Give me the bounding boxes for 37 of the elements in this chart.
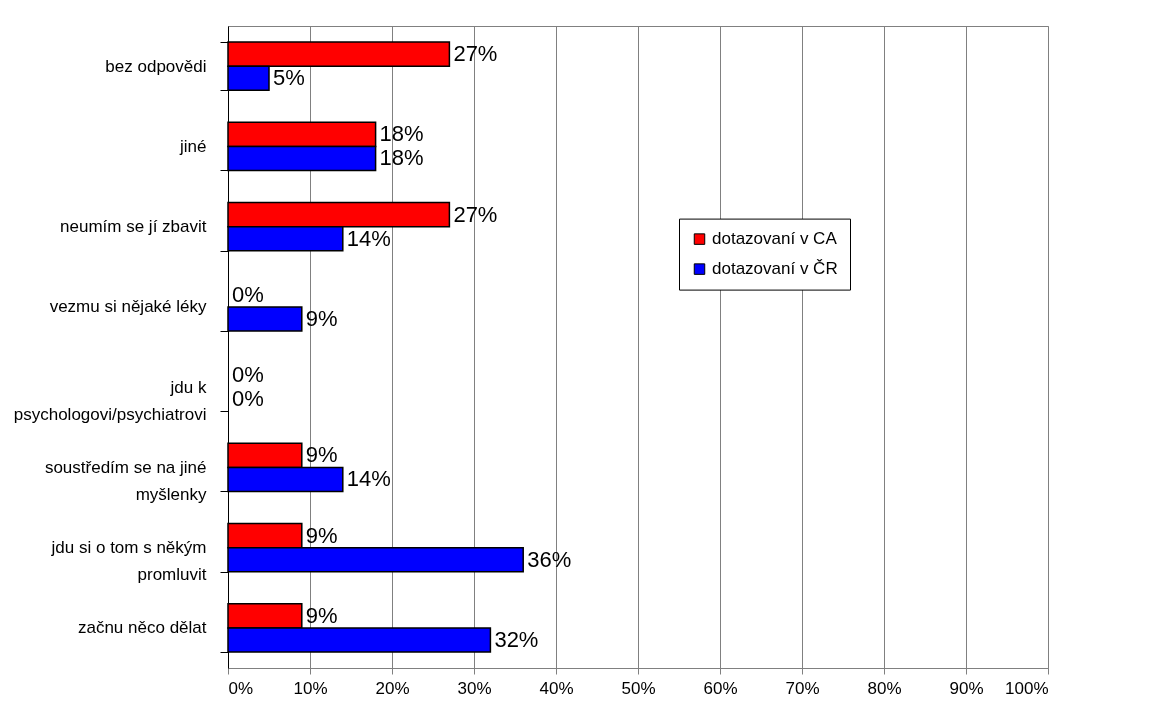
data-label: 32% [494,626,539,652]
data-label: 9% [305,442,338,468]
data-label: 9% [305,522,338,548]
legend-label: dotazovaní v CA [712,229,838,249]
y-tick-label: vezmu si nějaké léky [49,297,207,317]
x-tick-label: 30% [457,678,492,698]
data-label: 5% [273,65,305,91]
data-label: 0% [232,281,264,307]
x-tick-label: 40% [539,678,574,698]
x-tick-label: 20% [375,678,410,698]
x-tick-label: 100% [1005,678,1049,698]
data-label: 9% [305,305,338,331]
x-tick-label: 80% [867,678,902,698]
x-tick-label: 70% [785,678,820,698]
data-label: 27% [453,201,498,227]
data-label: 9% [305,602,338,628]
data-label: 36% [527,546,572,572]
x-tick-label: 0% [228,678,254,698]
data-label: 27% [453,41,498,67]
y-tick-label: neumím se jí zbavit [60,217,207,237]
y-tick-label: jdu si o tom s někým promluvit [50,538,207,585]
x-tick-label: 90% [949,678,984,698]
y-tick-label: soustředím se na jiné myšlenky [44,457,207,504]
data-label: 0% [232,386,264,412]
data-label: 14% [346,466,391,492]
data-label: 14% [346,225,391,251]
x-tick-label: 60% [703,678,738,698]
data-label: 0% [232,362,264,388]
y-tick-label: jiné [179,136,207,156]
data-label: 18% [379,121,424,147]
legend-label: dotazovaní v ČR [712,259,838,279]
y-tick-label: začnu něco dělat [77,618,207,638]
y-tick-label: jdu k psychologovi/psychiatrovi [13,377,207,424]
x-tick-label: 10% [293,678,328,698]
y-tick-label: bez odpovědi [105,56,207,76]
data-label: 18% [379,145,424,171]
x-tick-label: 50% [621,678,656,698]
